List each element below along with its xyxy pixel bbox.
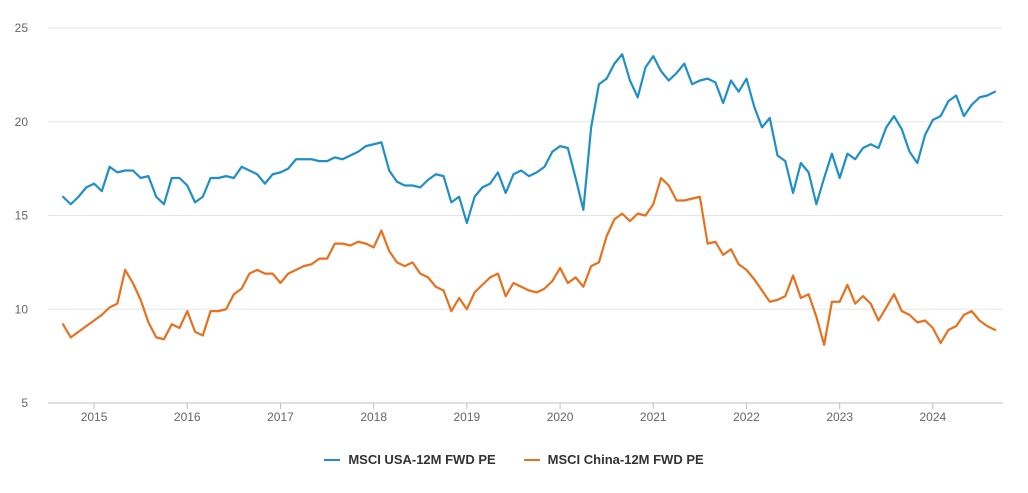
legend-item-china[interactable]: MSCI China-12M FWD PE <box>523 452 704 467</box>
tick-labels: 5 10 15 20 25 2015 2016 2017 2018 2019 2020 2021 202… <box>15 21 947 424</box>
series-lines <box>61 53 997 346</box>
y-tick-label: 15 <box>15 209 29 223</box>
legend: MSCI USA-12M FWD PE MSCI China-12M FWD P… <box>0 452 1028 467</box>
x-tick-label: 2015 <box>81 410 108 424</box>
series-line-china[interactable] <box>61 176 997 346</box>
y-tick-label: 25 <box>15 21 29 35</box>
x-tick-label: 2019 <box>454 410 481 424</box>
x-tick-label: 2024 <box>920 410 947 424</box>
y-tick-label: 10 <box>15 302 29 316</box>
legend-item-usa[interactable]: MSCI USA-12M FWD PE <box>324 452 496 467</box>
x-tick-label: 2017 <box>267 410 294 424</box>
legend-swatch-china <box>523 458 540 461</box>
x-tick-label: 2023 <box>826 410 853 424</box>
gridlines <box>48 27 1003 310</box>
legend-swatch-usa <box>324 458 341 461</box>
x-tick-label: 2022 <box>733 410 760 424</box>
legend-label-usa: MSCI USA-12M FWD PE <box>348 452 496 467</box>
legend-label-china: MSCI China-12M FWD PE <box>547 452 704 467</box>
x-axis <box>48 402 1003 409</box>
y-tick-label: 20 <box>15 115 29 129</box>
x-tick-label: 2016 <box>174 410 201 424</box>
y-tick-label: 5 <box>21 396 28 410</box>
x-tick-label: 2021 <box>640 410 667 424</box>
x-tick-label: 2020 <box>547 410 574 424</box>
series-line-usa[interactable] <box>61 53 997 225</box>
x-tick-label: 2018 <box>360 410 387 424</box>
